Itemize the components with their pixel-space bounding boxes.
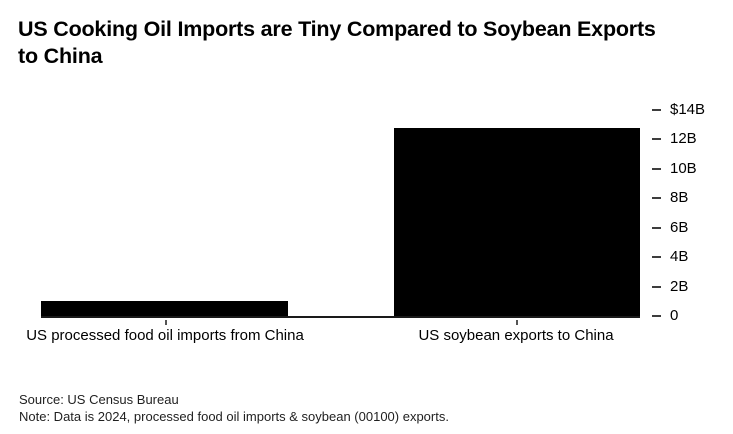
x-axis-label-exports: US soybean exports to China bbox=[418, 327, 614, 344]
tick-dash-icon bbox=[652, 167, 661, 170]
bar-soybean-exports bbox=[394, 127, 640, 316]
y-axis-tick-label: 0 bbox=[670, 307, 679, 324]
y-axis-tick-label: 12B bbox=[670, 130, 697, 148]
source-line: Source: US Census Bureau bbox=[19, 392, 179, 407]
y-axis-tick-label: 10B bbox=[670, 159, 697, 177]
bar-processed-food-oil-imports bbox=[41, 301, 288, 316]
y-axis: $14B 12B 10B 8B 6B 4B 2B 0 bbox=[652, 101, 732, 324]
y-axis-tick-label: 8B bbox=[670, 189, 689, 207]
tick-dash-icon bbox=[652, 256, 661, 259]
x-axis-tick-right bbox=[516, 320, 518, 325]
y-axis-tick-row: $14B bbox=[652, 101, 705, 119]
tick-dash-icon bbox=[652, 285, 661, 288]
tick-dash-icon bbox=[652, 197, 661, 200]
note-line: Note: Data is 2024, processed food oil i… bbox=[19, 408, 449, 424]
y-axis-tick-label: $14B bbox=[670, 101, 706, 118]
y-axis-tick-row: 8B bbox=[652, 189, 688, 207]
tick-dash-icon bbox=[652, 109, 661, 111]
y-axis-tick-label: 6B bbox=[670, 218, 689, 236]
y-axis-tick-row: 6B bbox=[652, 219, 688, 237]
chart-title-line2: to China bbox=[18, 44, 103, 68]
y-axis-tick-label: 2B bbox=[670, 277, 689, 295]
y-axis-tick-label: 4B bbox=[670, 248, 689, 266]
y-axis-tick-row: 0 bbox=[652, 307, 678, 325]
chart-title-line1: US Cooking Oil Imports are Tiny Compared… bbox=[18, 17, 656, 41]
tick-dash-icon bbox=[652, 226, 661, 229]
y-axis-tick-row: 10B bbox=[652, 160, 697, 178]
tick-dash-icon bbox=[652, 138, 661, 141]
tick-dash-icon bbox=[652, 315, 661, 317]
x-axis-label-imports: US processed food oil imports from China bbox=[26, 327, 304, 344]
y-axis-tick-row: 4B bbox=[652, 248, 688, 266]
y-axis-tick-row: 2B bbox=[652, 278, 688, 296]
x-axis-tick-left bbox=[165, 320, 167, 325]
chart-footer: Source: US Census Bureau Note: Data is 2… bbox=[19, 392, 449, 425]
y-axis-tick-row: 12B bbox=[652, 130, 697, 148]
plot-area: US processed food oil imports from China… bbox=[26, 110, 640, 344]
chart-title: US Cooking Oil Imports are Tiny Compared… bbox=[18, 16, 718, 70]
